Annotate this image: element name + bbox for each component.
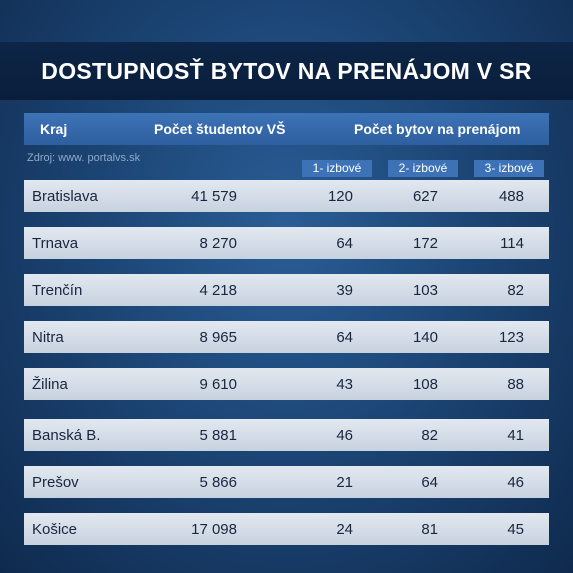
row-3-room: 45 xyxy=(507,521,524,538)
row-kraj: Bratislava xyxy=(32,188,98,205)
table-row: Trnava 8 270 64 172 114 xyxy=(24,227,549,259)
row-2-room: 103 xyxy=(412,282,438,299)
subheader-3-room: 3- izbové xyxy=(474,160,544,177)
row-students: 5 866 xyxy=(199,474,237,491)
row-3-room: 88 xyxy=(507,376,524,393)
table-row: Nitra 8 965 64 140 123 xyxy=(24,321,549,353)
row-3-room: 114 xyxy=(500,235,524,252)
row-students: 9 610 xyxy=(199,376,237,393)
row-students: 41 579 xyxy=(191,188,237,205)
row-students: 8 270 xyxy=(199,235,237,252)
header-kraj: Kraj xyxy=(40,121,68,137)
row-kraj: Nitra xyxy=(32,329,64,346)
row-1-room: 24 xyxy=(336,521,353,538)
table-row: Bratislava 41 579 120 627 488 xyxy=(24,180,549,212)
table-row: Košice 17 098 24 81 45 xyxy=(24,513,549,545)
row-3-room: 123 xyxy=(498,329,524,346)
source-note: Zdroj: www. portalvs.sk xyxy=(27,152,141,164)
row-2-room: 140 xyxy=(412,329,438,346)
table-row: Banská B. 5 881 46 82 41 xyxy=(24,419,549,451)
row-2-room: 172 xyxy=(412,235,438,252)
table-row: Žilina 9 610 43 108 88 xyxy=(24,368,549,400)
row-1-room: 64 xyxy=(336,329,353,346)
row-2-room: 81 xyxy=(421,521,438,538)
row-2-room: 627 xyxy=(412,188,438,205)
row-3-room: 41 xyxy=(507,427,524,444)
row-students: 4 218 xyxy=(199,282,237,299)
header-students: Počet študentov VŠ xyxy=(154,121,286,137)
row-2-room: 82 xyxy=(421,427,438,444)
subheader-2-room: 2- izbové xyxy=(388,160,458,177)
header-rentals: Počet bytov na prenájom xyxy=(354,121,521,137)
row-kraj: Trnava xyxy=(32,235,79,252)
row-2-room: 64 xyxy=(421,474,438,491)
row-1-room: 46 xyxy=(336,427,353,444)
row-kraj: Košice xyxy=(32,521,78,538)
row-kraj: Banská B. xyxy=(32,427,101,444)
row-1-room: 21 xyxy=(336,474,353,491)
page-title: DOSTUPNOSŤ BYTOV NA PRENÁJOM V SR xyxy=(0,42,573,100)
table-row: Prešov 5 866 21 64 46 xyxy=(24,466,549,498)
row-2-room: 108 xyxy=(412,376,438,393)
row-1-room: 43 xyxy=(336,376,353,393)
row-3-room: 82 xyxy=(507,282,524,299)
row-kraj: Prešov xyxy=(32,474,79,491)
table-row: Trenčín 4 218 39 103 82 xyxy=(24,274,549,306)
row-kraj: Žilina xyxy=(32,376,68,393)
table-header: Kraj Počet študentov VŠ Počet bytov na p… xyxy=(24,113,549,145)
subheader-1-room: 1- izbové xyxy=(302,160,372,177)
row-students: 17 098 xyxy=(191,521,237,538)
row-3-room: 46 xyxy=(507,474,524,491)
row-students: 5 881 xyxy=(199,427,237,444)
row-3-room: 488 xyxy=(498,188,524,205)
row-kraj: Trenčín xyxy=(32,282,83,299)
row-1-room: 120 xyxy=(327,188,353,205)
row-1-room: 39 xyxy=(336,282,353,299)
row-1-room: 64 xyxy=(336,235,353,252)
row-students: 8 965 xyxy=(199,329,237,346)
